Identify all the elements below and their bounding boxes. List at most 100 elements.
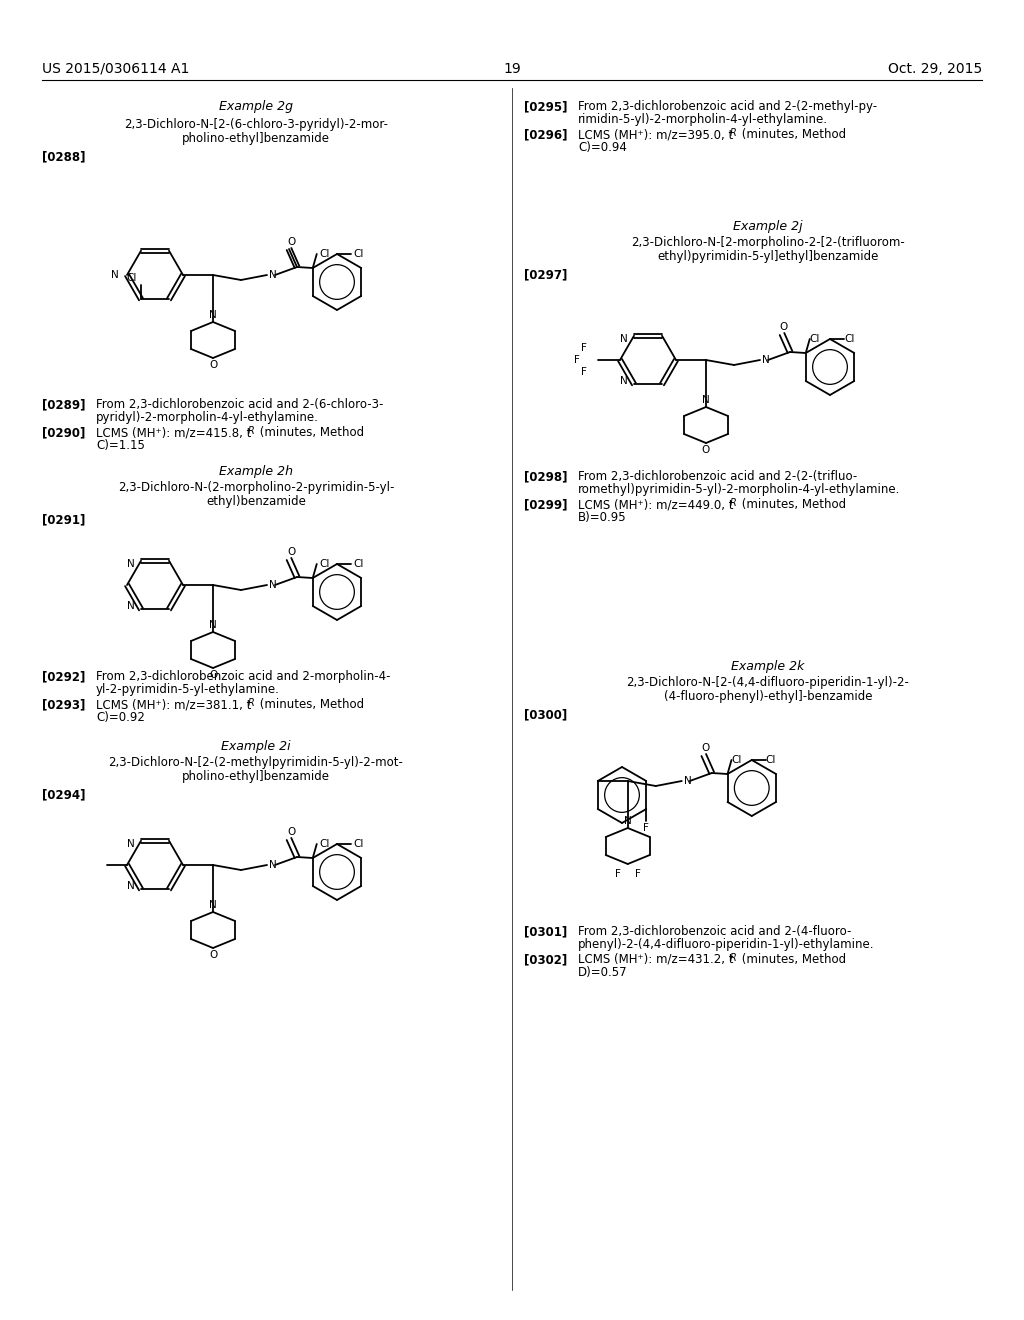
Text: Example 2g: Example 2g xyxy=(219,100,293,114)
Text: Cl: Cl xyxy=(319,840,330,849)
Text: Cl: Cl xyxy=(319,249,330,259)
Text: O: O xyxy=(701,445,710,455)
Text: LCMS (MH⁺): m/z=395.0, t: LCMS (MH⁺): m/z=395.0, t xyxy=(578,128,733,141)
Text: romethyl)pyrimidin-5-yl)-2-morpholin-4-yl-ethylamine.: romethyl)pyrimidin-5-yl)-2-morpholin-4-y… xyxy=(578,483,900,496)
Text: 2,3-Dichloro-N-[2-(2-methylpyrimidin-5-yl)-2-mot-: 2,3-Dichloro-N-[2-(2-methylpyrimidin-5-y… xyxy=(109,756,403,770)
Text: (4-fluoro-phenyl)-ethyl]-benzamide: (4-fluoro-phenyl)-ethyl]-benzamide xyxy=(664,690,872,704)
Text: [0292]: [0292] xyxy=(42,671,85,682)
Text: (minutes, Method: (minutes, Method xyxy=(256,698,365,711)
Text: Cl: Cl xyxy=(844,334,854,345)
Text: N: N xyxy=(621,376,628,387)
Text: yl-2-pyrimidin-5-yl-ethylamine.: yl-2-pyrimidin-5-yl-ethylamine. xyxy=(96,682,280,696)
Text: [0296]: [0296] xyxy=(524,128,567,141)
Text: F: F xyxy=(574,355,580,366)
Text: N: N xyxy=(624,816,632,826)
Text: O: O xyxy=(701,743,710,752)
Text: R: R xyxy=(730,953,736,964)
Text: LCMS (MH⁺): m/z=449.0, t: LCMS (MH⁺): m/z=449.0, t xyxy=(578,498,733,511)
Text: pholino-ethyl]benzamide: pholino-ethyl]benzamide xyxy=(182,770,330,783)
Text: C)=0.92: C)=0.92 xyxy=(96,711,144,723)
Text: 2,3-Dichloro-N-[2-(6-chloro-3-pyridyl)-2-mor-: 2,3-Dichloro-N-[2-(6-chloro-3-pyridyl)-2… xyxy=(124,117,388,131)
Text: Cl: Cl xyxy=(810,334,820,345)
Text: [0298]: [0298] xyxy=(524,470,567,483)
Text: From 2,3-dichlorobenzoic acid and 2-(2-methyl-py-: From 2,3-dichlorobenzoic acid and 2-(2-m… xyxy=(578,100,878,114)
Text: F: F xyxy=(581,343,587,352)
Text: ethyl)benzamide: ethyl)benzamide xyxy=(206,495,306,508)
Text: Cl: Cl xyxy=(127,273,137,284)
Text: Cl: Cl xyxy=(353,840,364,849)
Text: Example 2h: Example 2h xyxy=(219,465,293,478)
Text: LCMS (MH⁺): m/z=431.2, t: LCMS (MH⁺): m/z=431.2, t xyxy=(578,953,733,966)
Text: Example 2i: Example 2i xyxy=(221,741,291,752)
Text: N: N xyxy=(209,310,217,319)
Text: From 2,3-dichlorobenzoic acid and 2-(2-(trifluo-: From 2,3-dichlorobenzoic acid and 2-(2-(… xyxy=(578,470,857,483)
Text: LCMS (MH⁺): m/z=381.1, t: LCMS (MH⁺): m/z=381.1, t xyxy=(96,698,251,711)
Text: N: N xyxy=(702,395,710,405)
Text: Cl: Cl xyxy=(319,558,330,569)
Text: From 2,3-dichlorobenzoic acid and 2-(6-chloro-3-: From 2,3-dichlorobenzoic acid and 2-(6-c… xyxy=(96,399,383,411)
Text: N: N xyxy=(684,776,691,785)
Text: N: N xyxy=(127,601,135,611)
Text: rimidin-5-yl)-2-morpholin-4-yl-ethylamine.: rimidin-5-yl)-2-morpholin-4-yl-ethylamin… xyxy=(578,114,828,125)
Text: (minutes, Method: (minutes, Method xyxy=(256,426,365,440)
Text: R: R xyxy=(730,128,736,139)
Text: N: N xyxy=(127,838,135,849)
Text: [0290]: [0290] xyxy=(42,426,85,440)
Text: O: O xyxy=(780,322,788,333)
Text: C)=1.15: C)=1.15 xyxy=(96,440,144,451)
Text: ethyl)pyrimidin-5-yl]ethyl]benzamide: ethyl)pyrimidin-5-yl]ethyl]benzamide xyxy=(657,249,879,263)
Text: D)=0.57: D)=0.57 xyxy=(578,966,628,979)
Text: Example 2k: Example 2k xyxy=(731,660,805,673)
Text: O: O xyxy=(209,360,217,370)
Text: [0293]: [0293] xyxy=(42,698,85,711)
Text: 2,3-Dichloro-N-(2-morpholino-2-pyrimidin-5-yl-: 2,3-Dichloro-N-(2-morpholino-2-pyrimidin… xyxy=(118,480,394,494)
Text: 19: 19 xyxy=(503,62,521,77)
Text: [0294]: [0294] xyxy=(42,788,85,801)
Text: F: F xyxy=(614,869,621,879)
Text: O: O xyxy=(287,828,295,837)
Text: From 2,3-dichlorobenzoic acid and 2-(4-fluoro-: From 2,3-dichlorobenzoic acid and 2-(4-f… xyxy=(578,925,851,939)
Text: [0288]: [0288] xyxy=(42,150,85,162)
Text: N: N xyxy=(621,334,628,343)
Text: 2,3-Dichloro-N-[2-(4,4-difluoro-piperidin-1-yl)-2-: 2,3-Dichloro-N-[2-(4,4-difluoro-piperidi… xyxy=(627,676,909,689)
Text: Cl: Cl xyxy=(353,249,364,259)
Text: Cl: Cl xyxy=(731,755,741,766)
Text: R: R xyxy=(248,426,255,436)
Text: N: N xyxy=(112,271,119,280)
Text: Cl: Cl xyxy=(353,558,364,569)
Text: B)=0.95: B)=0.95 xyxy=(578,511,627,524)
Text: N: N xyxy=(127,558,135,569)
Text: (minutes, Method: (minutes, Method xyxy=(738,953,846,966)
Text: Example 2j: Example 2j xyxy=(733,220,803,234)
Text: LCMS (MH⁺): m/z=415.8, t: LCMS (MH⁺): m/z=415.8, t xyxy=(96,426,251,440)
Text: F: F xyxy=(643,822,649,833)
Text: pyridyl)-2-morpholin-4-yl-ethylamine.: pyridyl)-2-morpholin-4-yl-ethylamine. xyxy=(96,411,318,424)
Text: C)=0.94: C)=0.94 xyxy=(578,141,627,154)
Text: R: R xyxy=(730,498,736,508)
Text: N: N xyxy=(269,271,276,280)
Text: N: N xyxy=(209,900,217,909)
Text: N: N xyxy=(127,882,135,891)
Text: [0295]: [0295] xyxy=(524,100,567,114)
Text: (minutes, Method: (minutes, Method xyxy=(738,128,846,141)
Text: N: N xyxy=(269,579,276,590)
Text: [0300]: [0300] xyxy=(524,708,567,721)
Text: [0297]: [0297] xyxy=(524,268,567,281)
Text: O: O xyxy=(209,950,217,960)
Text: Oct. 29, 2015: Oct. 29, 2015 xyxy=(888,62,982,77)
Text: N: N xyxy=(762,355,770,366)
Text: N: N xyxy=(269,861,276,870)
Text: R: R xyxy=(248,698,255,708)
Text: O: O xyxy=(209,671,217,680)
Text: Cl: Cl xyxy=(766,755,776,766)
Text: phenyl)-2-(4,4-difluoro-piperidin-1-yl)-ethylamine.: phenyl)-2-(4,4-difluoro-piperidin-1-yl)-… xyxy=(578,939,874,950)
Text: [0291]: [0291] xyxy=(42,513,85,525)
Text: F: F xyxy=(581,367,587,378)
Text: N: N xyxy=(209,620,217,630)
Text: F: F xyxy=(635,869,641,879)
Text: [0302]: [0302] xyxy=(524,953,567,966)
Text: [0301]: [0301] xyxy=(524,925,567,939)
Text: [0289]: [0289] xyxy=(42,399,85,411)
Text: From 2,3-dichlorobenzoic acid and 2-morpholin-4-: From 2,3-dichlorobenzoic acid and 2-morp… xyxy=(96,671,390,682)
Text: [0299]: [0299] xyxy=(524,498,567,511)
